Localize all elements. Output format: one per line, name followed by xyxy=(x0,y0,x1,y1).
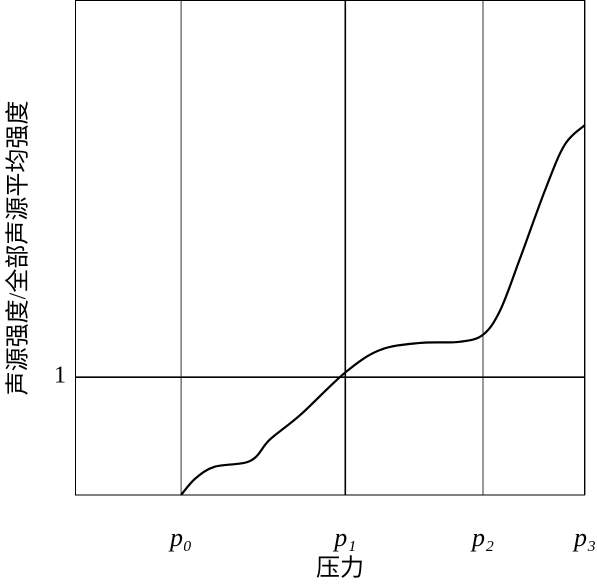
plot-frame xyxy=(75,0,585,496)
x-tick-label: p₃ xyxy=(572,523,596,552)
x-tick-label: p₀ xyxy=(168,523,192,552)
y-axis-label: 声源强度/全部声源平均强度 xyxy=(5,101,32,396)
line xyxy=(180,124,586,496)
x-tick-label: p₂ xyxy=(470,523,494,552)
x-axis-label: 压力 xyxy=(316,555,364,582)
y-tick-label: 1 xyxy=(54,363,66,389)
x-tick-label: p₁ xyxy=(332,523,356,552)
